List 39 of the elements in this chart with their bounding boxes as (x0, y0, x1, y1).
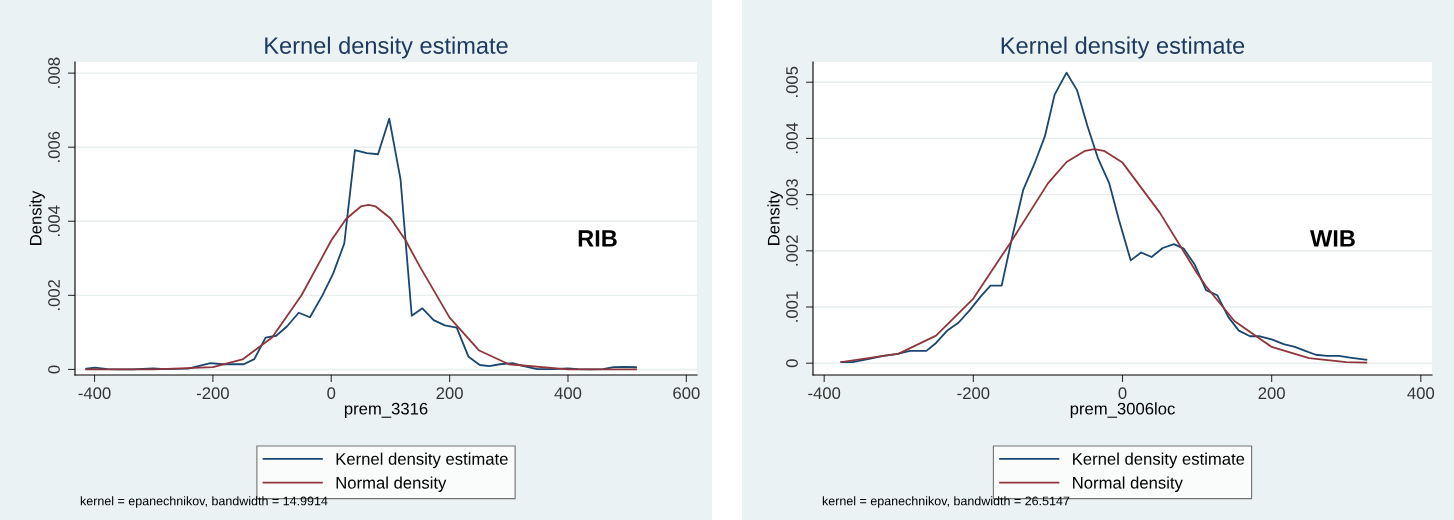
y-tick-label: .005 (786, 66, 798, 97)
annotation: RIB (578, 230, 617, 247)
line-series (85, 204, 637, 371)
y-tick-label: .008 (48, 57, 60, 88)
legend-label: Normal density (1073, 476, 1183, 493)
x-tick-label: -200 (957, 387, 990, 400)
x-tick-label: 0 (1118, 387, 1127, 400)
x-tick-label: -200 (196, 387, 229, 400)
x-axis-title: prem_3316 (344, 402, 428, 418)
x-tick-label: 600 (673, 387, 700, 400)
legend-label: Kernel density estimate (1073, 452, 1245, 469)
x-tick-label: 0 (327, 387, 336, 400)
line-series (85, 117, 637, 371)
x-tick-label: -400 (808, 387, 841, 400)
y-tick-label: 0 (48, 365, 60, 374)
y-tick-label: .004 (48, 205, 60, 236)
x-tick-label: 200 (436, 387, 463, 400)
line-series (840, 148, 1368, 364)
x-tick-label: 400 (554, 387, 582, 400)
y-tick-label: 0 (786, 359, 798, 368)
x-axis-title: prem_3006loc (1070, 402, 1175, 418)
y-tick-label: .003 (786, 179, 798, 210)
x-tick-label: -400 (78, 387, 111, 400)
x-tick-label: 400 (1407, 387, 1435, 400)
text: kernel = epanechnikov, bandwidth = 14.9914 (80, 496, 328, 508)
chart-title: Kernel density estimate (265, 36, 508, 59)
legend-label: Kernel density estimate (336, 452, 508, 469)
y-tick-label: .001 (786, 291, 798, 322)
annotation: WIB (1310, 230, 1355, 247)
y-tick-label: .002 (48, 279, 60, 311)
y-tick-label: .006 (48, 131, 60, 162)
chart-title: Kernel density estimate (1001, 36, 1245, 59)
y-axis-title: Density (29, 190, 45, 245)
legend-label: Normal density (336, 476, 447, 493)
y-tick-label: .004 (786, 122, 798, 154)
text: kernel = epanechnikov, bandwidth = 26.5147 (822, 496, 1070, 508)
x-tick-label: 200 (1258, 387, 1285, 400)
y-axis-title: Density (767, 190, 783, 245)
y-tick-label: .002 (786, 235, 798, 266)
